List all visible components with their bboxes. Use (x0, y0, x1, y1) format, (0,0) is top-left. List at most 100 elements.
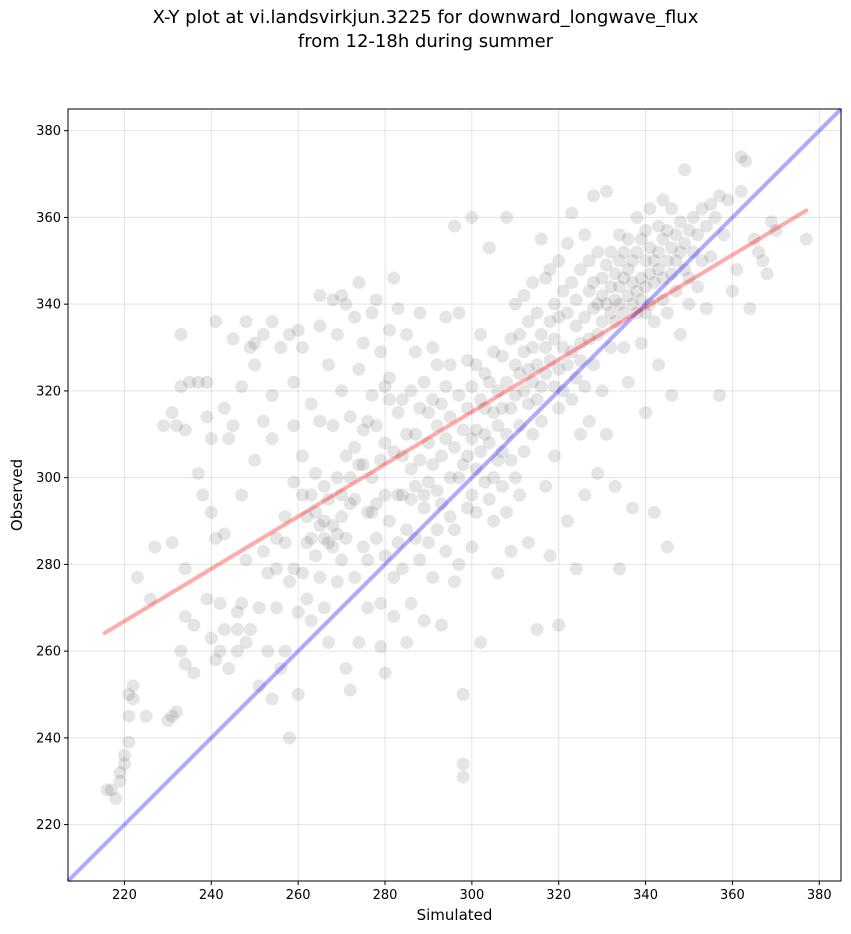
scatter-point (335, 384, 349, 398)
scatter-point (465, 380, 479, 394)
scatter-point (500, 375, 514, 389)
scatter-point (391, 488, 405, 502)
scatter-point (339, 531, 353, 545)
scatter-point (621, 232, 635, 246)
scatter-point (521, 536, 535, 550)
scatter-point (482, 241, 496, 255)
scatter-point (669, 284, 683, 298)
scatter-point (465, 488, 479, 502)
scatter-point (573, 427, 587, 441)
scatter-point (556, 341, 570, 355)
scatter-point (239, 315, 253, 329)
scatter-point (586, 358, 600, 372)
scatter-point (461, 501, 475, 515)
scatter-point (222, 432, 236, 446)
scatter-point (170, 705, 184, 719)
scatter-point (343, 471, 357, 485)
reference-lines (66, 107, 843, 883)
scatter-point (543, 354, 557, 368)
scatter-point (421, 475, 435, 489)
scatter-point (369, 531, 383, 545)
scatter-point (170, 419, 184, 433)
scatter-point (248, 336, 262, 350)
scatter-point (526, 275, 540, 289)
scatter-point (487, 514, 501, 528)
scatter-point (391, 536, 405, 550)
scatter-point (565, 345, 579, 359)
scatter-point (500, 427, 514, 441)
scatter-point (487, 345, 501, 359)
scatter-point (330, 471, 344, 485)
scatter-point (335, 288, 349, 302)
regression-fit-line (102, 208, 809, 635)
scatter-point (395, 393, 409, 407)
scatter-point (204, 505, 218, 519)
scatter-point (369, 497, 383, 511)
scatter-point (404, 492, 418, 506)
scatter-point (296, 449, 310, 463)
scatter-point (491, 453, 505, 467)
scatter-point (374, 345, 388, 359)
scatter-point (682, 223, 696, 237)
scatter-point (339, 297, 353, 311)
scatter-point (465, 540, 479, 554)
scatter-point (521, 362, 535, 376)
scatter-point (165, 709, 179, 723)
scatter-point (456, 458, 470, 472)
scatter-point (413, 401, 427, 415)
scatter-point (504, 401, 518, 415)
scatter-point (421, 406, 435, 420)
scatter-point (443, 471, 457, 485)
scatter-point (565, 275, 579, 289)
scatter-point (482, 436, 496, 450)
scatter-point (282, 328, 296, 342)
scatter-point (643, 297, 657, 311)
scatter-point (335, 510, 349, 524)
scatter-point (413, 306, 427, 320)
scatter-point (738, 154, 752, 168)
scatter-point (317, 479, 331, 493)
scatter-point (265, 692, 279, 706)
scatter-point (430, 419, 444, 433)
scatter-point (361, 553, 375, 567)
scatter-point (482, 492, 496, 506)
scatter-point (313, 570, 327, 584)
scatter-point (165, 536, 179, 550)
scatter-point (352, 635, 366, 649)
scatter-point (356, 458, 370, 472)
scatter-point (500, 210, 514, 224)
scatter-point (652, 262, 666, 276)
scatter-point (760, 267, 774, 281)
scatter-point (613, 254, 627, 268)
scatter-point (613, 297, 627, 311)
scatter-point (161, 714, 175, 728)
scatter-point (643, 202, 657, 216)
scatter-point (426, 458, 440, 472)
scatter-point (343, 683, 357, 697)
scatter-point (461, 449, 475, 463)
scatter-point (304, 531, 318, 545)
scatter-point (521, 315, 535, 329)
scatter-point (256, 544, 270, 558)
scatter-point (504, 453, 518, 467)
scatter-point (439, 432, 453, 446)
scatter-point (404, 384, 418, 398)
scatter-point (656, 293, 670, 307)
scatter-point (374, 453, 388, 467)
scatter-point (569, 371, 583, 385)
scatter-point (109, 792, 123, 806)
scatter-point (591, 466, 605, 480)
scatter-point (104, 783, 118, 797)
scatter-point (626, 297, 640, 311)
scatter-point (704, 197, 718, 211)
scatter-point (382, 514, 396, 528)
scatter-point (378, 380, 392, 394)
scatter-point (417, 614, 431, 628)
scatter-point (469, 462, 483, 476)
scatter-point (547, 449, 561, 463)
scatter-point (591, 297, 605, 311)
scatter-point (448, 219, 461, 233)
scatter-point (126, 679, 140, 693)
scatter-point (452, 388, 466, 402)
